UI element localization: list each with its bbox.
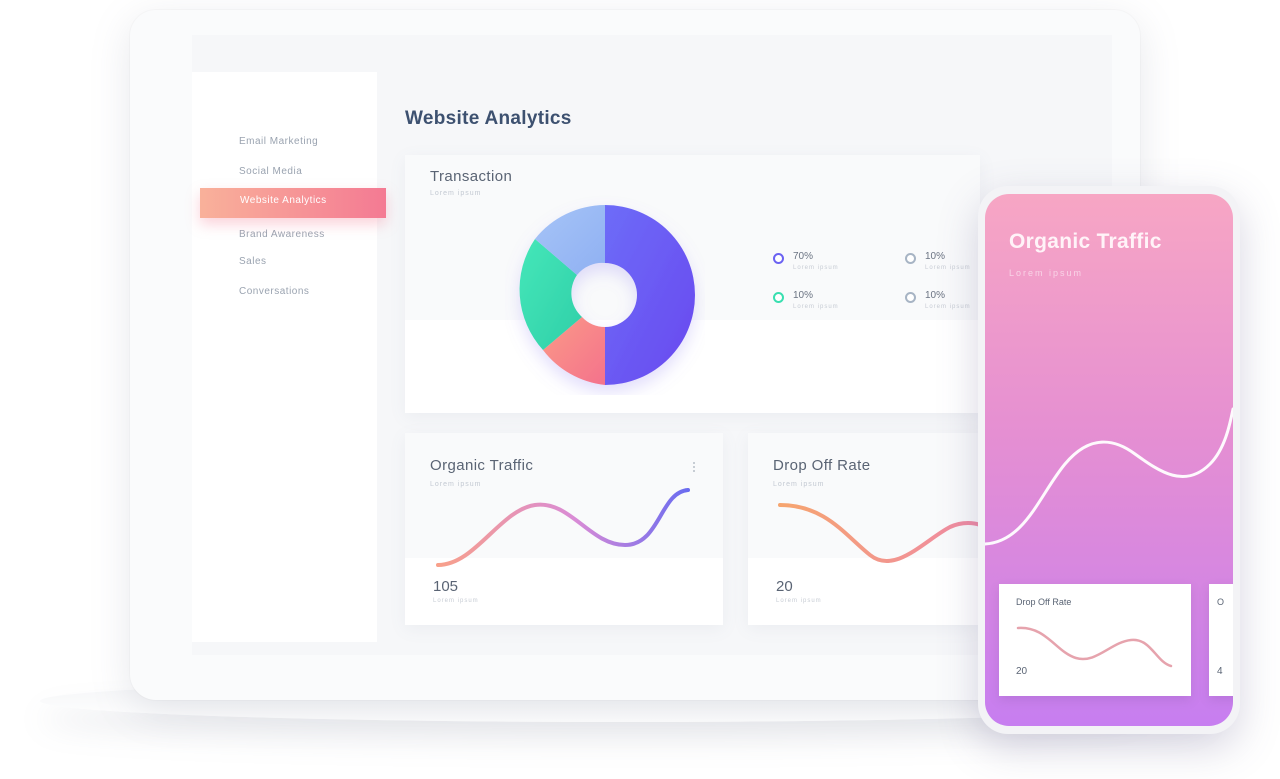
organic-traffic-line-chart <box>436 488 690 567</box>
drop-off-value: 20 <box>776 578 793 595</box>
donut-slice-coral <box>543 317 605 385</box>
legend-label-2: Lorem ipsum <box>925 265 971 271</box>
phone-drop-off-line-chart <box>1016 626 1173 668</box>
transaction-title: Transaction <box>430 168 513 185</box>
sidebar-item-conversations[interactable]: Conversations <box>239 286 310 297</box>
sidebar-item-social-media[interactable]: Social Media <box>239 166 303 177</box>
phone-traffic-series-line <box>985 407 1233 546</box>
legend-label-3: Lorem ipsum <box>793 304 839 310</box>
donut-slice-blue <box>535 205 605 275</box>
organic-traffic-title: Organic Traffic <box>430 457 534 474</box>
phone-drop-off-series-line <box>1016 626 1173 668</box>
phone-title: Organic Traffic <box>1009 230 1162 253</box>
drop-off-series-line <box>778 503 980 563</box>
legend-dot-green <box>773 292 784 303</box>
phone-card-title: Drop Off Rate <box>1016 597 1072 607</box>
legend-value-3: 10% <box>793 290 814 301</box>
drop-off-subtitle: Lorem ipsum <box>773 481 825 488</box>
donut-slice-green <box>519 239 582 350</box>
sidebar: Email Marketing Social Media Brand Aware… <box>192 72 377 642</box>
phone-drop-off-card[interactable]: Drop Off Rate 20 <box>999 584 1191 696</box>
organic-traffic-value: 105 <box>433 578 459 595</box>
legend-label-4: Lorem ipsum <box>925 304 971 310</box>
phone-subtitle: Lorem ipsum <box>1009 268 1084 278</box>
legend-label-1: Lorem ipsum <box>793 265 839 271</box>
sidebar-item-website-analytics[interactable]: Website Analytics <box>200 188 386 218</box>
drop-off-title: Drop Off Rate <box>773 457 871 474</box>
transaction-subtitle: Lorem ipsum <box>430 190 482 197</box>
legend-value-4: 10% <box>925 290 946 301</box>
drop-off-card-header-bg <box>748 433 980 558</box>
sidebar-item-brand-awareness[interactable]: Brand Awareness <box>239 229 325 240</box>
organic-traffic-subtitle: Lorem ipsum <box>430 481 482 488</box>
drop-off-value-sub: Lorem ipsum <box>776 598 822 604</box>
phone-second-card-value: 4 <box>1217 666 1223 677</box>
phone-second-card-title: O <box>1217 597 1225 607</box>
legend-value-1: 70% <box>793 251 814 262</box>
legend-dot-purple <box>773 253 784 264</box>
more-menu-icon[interactable] <box>693 462 696 472</box>
sidebar-item-email-marketing[interactable]: Email Marketing <box>239 136 319 147</box>
legend-dot-gray-2 <box>905 292 916 303</box>
phone-second-card[interactable]: O 4 <box>1209 584 1233 696</box>
organic-traffic-value-sub: Lorem ipsum <box>433 598 479 604</box>
page-title: Website Analytics <box>405 108 572 129</box>
legend-dot-gray <box>905 253 916 264</box>
donut-slice-purple <box>605 205 695 385</box>
sidebar-item-sales[interactable]: Sales <box>239 256 267 267</box>
phone-traffic-line-chart <box>985 407 1233 546</box>
transaction-donut-chart <box>519 205 695 385</box>
legend-value-2: 10% <box>925 251 946 262</box>
phone-screen: Organic Traffic Lorem ipsum Drop Off Rat… <box>985 194 1233 726</box>
organic-traffic-series-line <box>436 488 690 567</box>
phone-card-value: 20 <box>1016 666 1028 677</box>
organic-traffic-card-header-bg <box>405 433 723 558</box>
sidebar-item-label: Website Analytics <box>240 195 327 206</box>
drop-off-line-chart <box>778 503 980 563</box>
phone-frame: Organic Traffic Lorem ipsum Drop Off Rat… <box>978 186 1240 734</box>
